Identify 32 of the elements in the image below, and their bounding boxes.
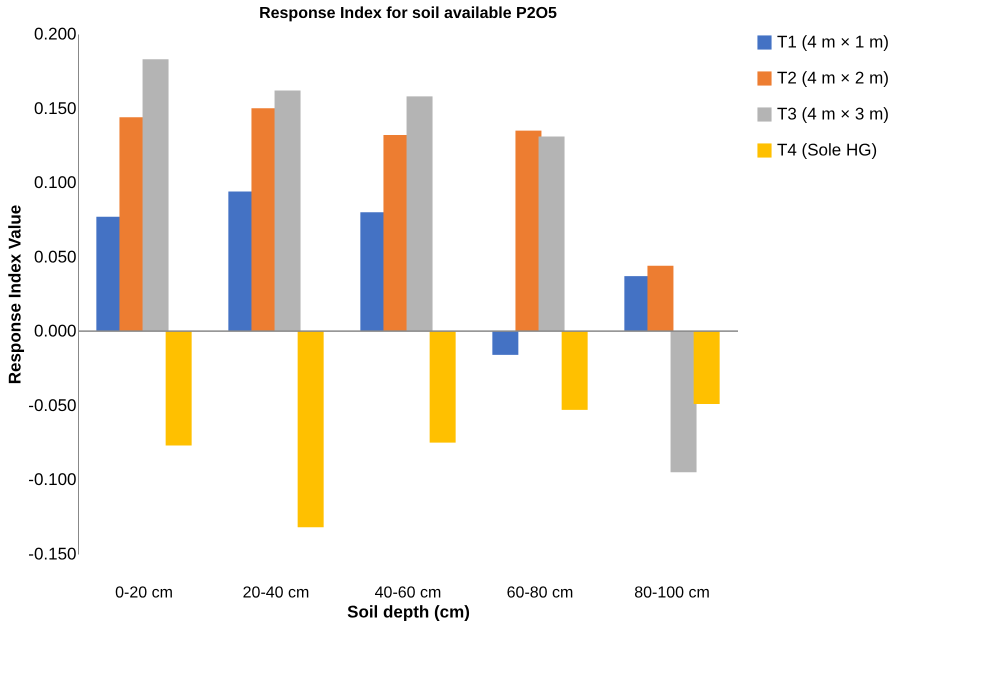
x-tick-label: 80-100 cm: [634, 584, 710, 602]
bar: [406, 96, 433, 332]
bar: [166, 331, 192, 446]
legend-label: T4 (Sole HG): [777, 140, 878, 160]
legend-label: T1 (4 m × 1 m): [777, 32, 889, 52]
y-tick-label: -0.150: [28, 544, 76, 564]
x-tick-label: 20-40 cm: [242, 584, 310, 602]
x-axis-title: Soil depth (cm): [347, 602, 470, 622]
chart-title: Response Index for soil available P2O5: [259, 5, 558, 22]
legend-label: T3 (4 m × 3 m): [777, 104, 889, 124]
y-tick-label: -0.100: [28, 470, 76, 490]
bar: [670, 331, 697, 472]
bar: [647, 266, 674, 332]
y-tick-label: 0.100: [34, 173, 76, 192]
y-tick-label: 0.000: [34, 322, 76, 341]
bar: [298, 331, 324, 528]
bar: [430, 331, 456, 443]
x-tick-label: 60-80 cm: [506, 584, 574, 602]
bar: [492, 331, 518, 355]
y-tick-label: 0.200: [34, 24, 76, 44]
legend-label: T2 (4 m × 2 m): [777, 68, 889, 88]
x-tick-label: 40-60 cm: [374, 584, 442, 602]
y-axis-title: Response Index Value: [5, 204, 24, 384]
y-tick-label: 0.050: [34, 247, 76, 266]
y-tick-label: 0.150: [34, 98, 76, 118]
bar: [142, 59, 169, 332]
bar: [562, 331, 588, 410]
y-tick-label: -0.050: [28, 396, 76, 415]
x-tick-label: 0-20 cm: [115, 584, 173, 602]
bar: [274, 90, 301, 332]
bar: [538, 136, 565, 332]
bar: [694, 331, 720, 404]
